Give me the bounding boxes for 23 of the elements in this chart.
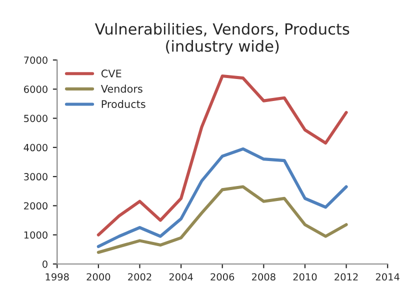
y-tick-label: 4000 — [24, 144, 48, 152]
y-tick-label: 6000 — [24, 86, 48, 93]
y-tick-label: 2000 — [24, 202, 48, 210]
x-tick-label: 1998 — [46, 273, 69, 281]
y-tick-label: 0 — [42, 260, 48, 268]
x-tick-label: 2010 — [293, 273, 317, 281]
y-tick-label: 7000 — [24, 56, 48, 64]
legend-label: CVE — [101, 70, 122, 78]
y-tick-label: 5000 — [24, 114, 48, 122]
chart-title: Vulnerabilities, Vendors, Products (industry wide) — [94, 22, 350, 55]
x-tick-label: 2000 — [86, 273, 110, 281]
x-tick-label: 2012 — [334, 273, 358, 281]
y-tick-label: 1000 — [24, 231, 48, 239]
x-tick-label: 2006 — [210, 273, 234, 281]
line-series — [96, 185, 348, 254]
x-tick-label: 2002 — [128, 273, 152, 281]
y-tick-label: 3000 — [24, 173, 48, 180]
legend-label: Vendors — [100, 84, 142, 93]
line-series — [96, 147, 348, 248]
x-tick-label: 2014 — [376, 273, 400, 281]
x-tick-label: 2004 — [169, 273, 193, 281]
legend-label: Products — [102, 100, 146, 108]
x-tick-label: 2008 — [252, 273, 276, 281]
